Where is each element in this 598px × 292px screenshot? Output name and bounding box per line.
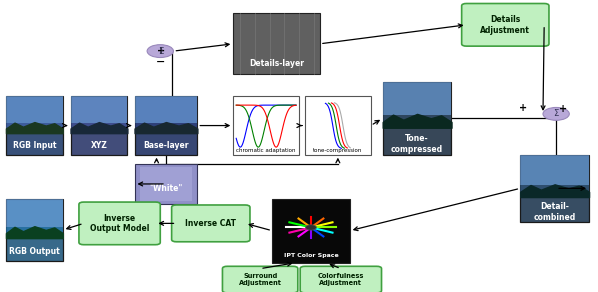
FancyBboxPatch shape (135, 96, 197, 155)
FancyBboxPatch shape (135, 123, 197, 133)
FancyBboxPatch shape (79, 202, 160, 245)
FancyBboxPatch shape (6, 199, 63, 227)
FancyBboxPatch shape (6, 96, 63, 155)
Text: IPT Color Space: IPT Color Space (283, 253, 338, 258)
FancyBboxPatch shape (383, 115, 451, 128)
Text: Inverse
Output Model: Inverse Output Model (90, 214, 150, 233)
Text: Σ: Σ (158, 47, 163, 55)
Circle shape (543, 107, 569, 120)
FancyBboxPatch shape (520, 155, 589, 222)
FancyBboxPatch shape (71, 96, 127, 123)
FancyBboxPatch shape (520, 185, 589, 197)
FancyBboxPatch shape (6, 96, 63, 123)
FancyBboxPatch shape (135, 96, 197, 123)
FancyBboxPatch shape (383, 82, 451, 155)
Circle shape (306, 225, 316, 230)
FancyBboxPatch shape (172, 205, 250, 242)
FancyBboxPatch shape (233, 96, 299, 155)
FancyBboxPatch shape (6, 227, 63, 238)
Text: +: + (519, 103, 527, 113)
FancyBboxPatch shape (135, 164, 197, 204)
Text: Base-layer: Base-layer (143, 142, 189, 150)
Text: −: − (155, 57, 165, 67)
Text: Surround
Adjustment: Surround Adjustment (239, 273, 282, 286)
Text: Inverse CAT: Inverse CAT (185, 219, 236, 228)
Text: Detail-
combined: Detail- combined (533, 202, 576, 222)
Text: Details
Adjustment: Details Adjustment (480, 15, 530, 34)
Text: chromatic adaptation: chromatic adaptation (236, 147, 296, 153)
FancyBboxPatch shape (6, 123, 63, 133)
Text: +: + (559, 105, 568, 114)
Text: Details-layer: Details-layer (249, 59, 304, 68)
FancyBboxPatch shape (233, 13, 320, 74)
Text: "White": "White" (150, 184, 182, 192)
FancyBboxPatch shape (383, 82, 451, 115)
FancyBboxPatch shape (305, 96, 371, 155)
Text: Colorfulness
Adjustment: Colorfulness Adjustment (318, 273, 364, 286)
FancyBboxPatch shape (6, 199, 63, 261)
FancyBboxPatch shape (71, 96, 127, 155)
FancyBboxPatch shape (272, 199, 350, 263)
Text: Σ: Σ (554, 110, 559, 118)
Text: XYZ: XYZ (90, 142, 108, 150)
FancyBboxPatch shape (71, 123, 127, 133)
FancyBboxPatch shape (300, 266, 382, 292)
FancyBboxPatch shape (520, 155, 589, 185)
Text: RGB Input: RGB Input (13, 142, 56, 150)
FancyBboxPatch shape (462, 4, 549, 46)
Text: tone-compression: tone-compression (313, 147, 362, 153)
FancyBboxPatch shape (222, 266, 298, 292)
FancyBboxPatch shape (139, 167, 193, 201)
Circle shape (147, 45, 173, 58)
Text: Tone-
compressed: Tone- compressed (391, 134, 443, 154)
Text: +: + (157, 46, 166, 56)
Text: RGB Output: RGB Output (9, 247, 60, 256)
